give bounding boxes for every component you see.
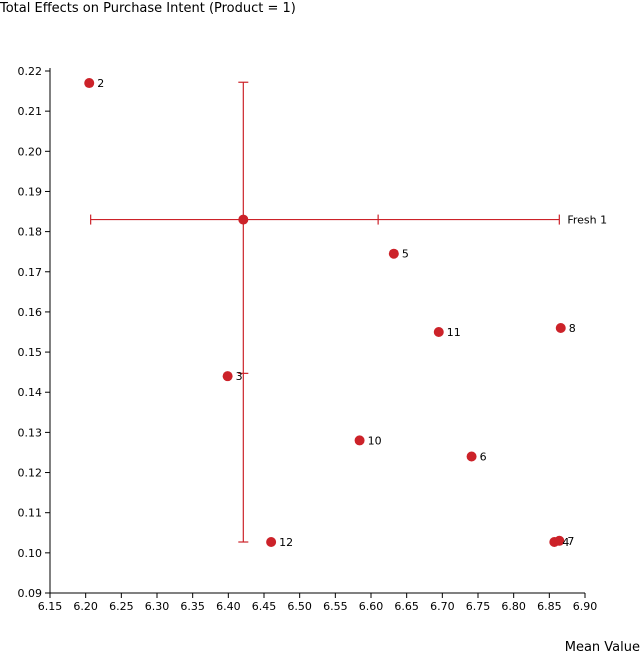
x-tick-label: 6.25 — [109, 600, 134, 613]
y-tick-label: 0.12 — [18, 467, 43, 480]
x-tick-label: 6.80 — [501, 600, 526, 613]
x-tick-label: 6.45 — [252, 600, 277, 613]
x-tick-label: 6.15 — [38, 600, 63, 613]
point-label: 10 — [368, 434, 382, 447]
data-point — [354, 435, 365, 446]
data-point — [266, 537, 277, 548]
y-tick-label: 0.15 — [18, 346, 43, 359]
point-label: 2 — [97, 77, 104, 90]
x-tick-label: 6.70 — [430, 600, 455, 613]
x-tick-label: 6.55 — [323, 600, 348, 613]
point-label: 6 — [480, 450, 487, 463]
axes: 0.09 0.10 0.11 0.12 0.13 0.14 0.15 0.16 0.17 0.18… — [18, 65, 598, 613]
data-point — [433, 327, 444, 337]
x-axis-label: Mean Value — [565, 640, 640, 653]
x-tick-label: 6.40 — [216, 600, 241, 613]
x-tick-label: 6.50 — [287, 600, 312, 613]
y-tick-label: 0.17 — [18, 266, 43, 279]
chart-title: Total Effects on Purchase Intent (Produc… — [0, 1, 296, 16]
y-tick-label: 0.11 — [18, 507, 43, 520]
y-tick-label: 0.09 — [18, 587, 43, 600]
point-label: 12 — [279, 536, 293, 549]
point-label: 7 — [567, 535, 574, 548]
point-label: 11 — [447, 326, 461, 339]
y-tick-label: 0.18 — [18, 226, 43, 239]
crosshair: Fresh 1 — [90, 81, 607, 543]
x-tick-label: 6.30 — [145, 600, 170, 613]
data-point — [466, 451, 477, 462]
x-tick-label: 6.20 — [73, 600, 98, 613]
x-tick-label: 6.85 — [537, 600, 562, 613]
x-tick-label: 6.60 — [359, 600, 384, 613]
data-points: 2 5 11 8 3 10 6 12 47 — [84, 77, 576, 549]
data-point — [388, 248, 399, 259]
point-label: 5 — [402, 248, 409, 261]
data-point — [554, 535, 565, 546]
y-tick-label: 0.13 — [18, 426, 43, 439]
y-tick-label: 0.22 — [18, 65, 43, 78]
y-tick-label: 0.20 — [18, 145, 43, 158]
data-point — [238, 214, 249, 225]
data-point — [84, 78, 95, 89]
y-tick-label: 0.14 — [18, 386, 43, 399]
y-tick-label: 0.19 — [18, 185, 43, 198]
x-tick-label: 6.65 — [394, 600, 419, 613]
x-tick-label: 6.35 — [180, 600, 205, 613]
point-label: 8 — [569, 322, 576, 335]
x-tick-label: 6.90 — [573, 600, 598, 613]
crosshair-label: Fresh 1 — [567, 214, 607, 227]
y-tick-label: 0.21 — [18, 105, 43, 118]
y-tick-label: 0.16 — [18, 306, 43, 319]
point-label: 4 — [562, 536, 569, 549]
data-point — [222, 371, 233, 382]
data-point — [555, 322, 566, 333]
x-tick-label: 6.75 — [466, 600, 491, 613]
y-tick-label: 0.10 — [18, 547, 43, 560]
point-label: 3 — [236, 370, 243, 383]
